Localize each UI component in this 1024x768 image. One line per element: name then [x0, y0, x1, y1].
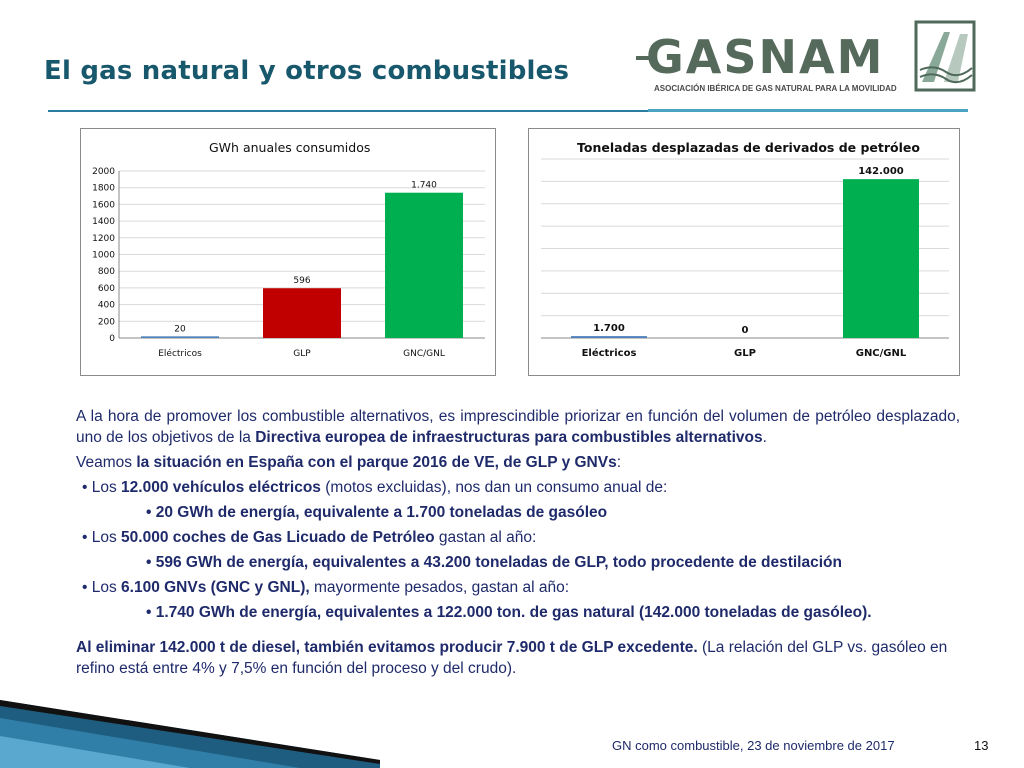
conclusion-rest: (La relación del GLP vs. gasóleo en refi… — [76, 639, 948, 677]
road-emblem-icon — [914, 20, 976, 92]
intro-text: A la hora de promover los combustible al… — [76, 408, 960, 446]
bullet-gnv: • Los 6.100 GNVs (GNC y GNL), mayormente… — [76, 577, 960, 598]
paragraph-intro: A la hora de promover los combustible al… — [76, 406, 960, 448]
chart-gwh-data-label: 20 — [174, 324, 186, 334]
chart-tons-category-label: GNC/GNL — [856, 348, 907, 359]
sub-bullet-electric: • 20 GWh de energía, equivalente a 1.700… — [146, 504, 608, 521]
chart-gwh-ytick-label: 400 — [98, 301, 115, 311]
bullet-electric: • Los 12.000 vehículos eléctricos (motos… — [76, 477, 960, 498]
chart-tons-category-label: GLP — [734, 348, 756, 359]
chart-gwh-ytick-label: 2000 — [92, 167, 115, 177]
chart-tons-data-label: 1.700 — [593, 323, 625, 334]
paragraph-conclusion: Al eliminar 142.000 t de diesel, también… — [76, 637, 960, 679]
footer-text: GN como combustible, 23 de noviembre de … — [612, 738, 895, 753]
corner-decoration — [0, 700, 380, 768]
title-underline — [48, 110, 648, 112]
directive-name: Directiva europea de infraestructuras pa… — [255, 429, 763, 446]
chart-tons-box: Toneladas desplazadas de derivados de pe… — [528, 128, 960, 376]
chart-gwh-ytick-label: 1600 — [92, 200, 115, 210]
bullet-gnv-lead: • Los — [82, 579, 122, 596]
logo-underline — [648, 109, 968, 112]
chart-gwh-category-label: GLP — [293, 349, 311, 359]
situation-bold: la situación en España con el parque 201… — [136, 454, 617, 471]
chart-gwh-ytick-label: 800 — [98, 267, 115, 277]
chart-gwh-box: GWh anuales consumidos 0 200 400 600 800 1000… — [80, 128, 496, 376]
chart-gwh-ytick-label: 1400 — [92, 217, 115, 227]
chart-gwh-category-label: Eléctricos — [158, 348, 202, 359]
chart-tons-title: Toneladas desplazadas de derivados de pe… — [577, 140, 920, 155]
situation-lead: Veamos — [76, 454, 137, 471]
bullet-gnv-bold: 6.100 GNVs (GNC y GNL), — [121, 579, 310, 596]
chart-tons-data-label: 142.000 — [858, 166, 904, 177]
chart-gwh-ytick-label: 600 — [98, 284, 115, 294]
chart-gwh-title: GWh anuales consumidos — [209, 140, 371, 155]
bullet-glp-bold: 50.000 coches de Gas Licuado de Petróleo — [121, 529, 435, 546]
sub-bullet-gnv: • 1.740 GWh de energía, equivalentes a 1… — [146, 604, 872, 621]
bullet-glp-lead: • Los — [82, 529, 122, 546]
logo-subtitle: ASOCIACIÓN IBÉRICA DE GAS NATURAL PARA L… — [654, 84, 897, 93]
chart-tons-plot: 1.700 Eléctricos 0 GLP 142.000 GNC/GNL — [541, 158, 949, 359]
intro-end: . — [762, 429, 767, 446]
bullet-electric-lead: • Los — [82, 479, 122, 496]
chart-gwh-ytick-label: 200 — [98, 317, 115, 327]
chart-gwh-ytick-label: 1000 — [92, 251, 115, 261]
bullet-electric-rest: (motos excluidas), nos dan un consumo an… — [320, 479, 668, 496]
bullet-glp-rest: gastan al año: — [434, 529, 537, 546]
situation-end: : — [616, 454, 622, 471]
chart-gwh-bar — [141, 336, 219, 338]
chart-gwh-data-label: 1.740 — [411, 181, 437, 191]
chart-gwh-ytick-label: 1800 — [92, 184, 115, 194]
page-title: El gas natural y otros combustibles — [44, 56, 570, 86]
bullet-glp: • Los 50.000 coches de Gas Licuado de Pe… — [76, 527, 960, 548]
gasnam-logo: GASNAM ASOCIACIÓN IBÉRICA DE GAS NATURAL… — [636, 30, 898, 102]
body-text: A la hora de promover los combustible al… — [76, 406, 960, 679]
chart-gwh-category-label: GNC/GNL — [403, 349, 445, 359]
chart-tons-bar — [843, 179, 919, 338]
chart-gwh-bar — [263, 288, 341, 338]
chart-tons-category-label: Eléctricos — [582, 347, 637, 359]
sub-bullet-glp: • 596 GWh de energía, equivalentes a 43.… — [146, 554, 842, 571]
logo-wordmark: GASNAM — [646, 30, 885, 84]
chart-gwh-ytick-label: 0 — [109, 334, 115, 344]
logo-dash — [636, 56, 650, 60]
chart-tons-data-label: 0 — [742, 325, 749, 336]
conclusion-bold: Al eliminar 142.000 t de diesel, también… — [76, 639, 698, 656]
bullet-electric-bold: 12.000 vehículos eléctricos — [121, 479, 321, 496]
bullet-gnv-rest: mayormente pesados, gastan al año: — [309, 579, 570, 596]
chart-gwh-data-label: 596 — [293, 276, 310, 286]
chart-gwh-plot: 0 200 400 600 800 1000 1200 1400 1600 1800 2000 20 E… — [92, 167, 485, 359]
page-number: 13 — [974, 738, 989, 753]
chart-gwh-bar — [385, 192, 463, 338]
chart-gwh-ytick-label: 1200 — [92, 234, 115, 244]
chart-tons-bar — [571, 336, 647, 338]
paragraph-situation: Veamos la situación en España con el par… — [76, 452, 960, 473]
